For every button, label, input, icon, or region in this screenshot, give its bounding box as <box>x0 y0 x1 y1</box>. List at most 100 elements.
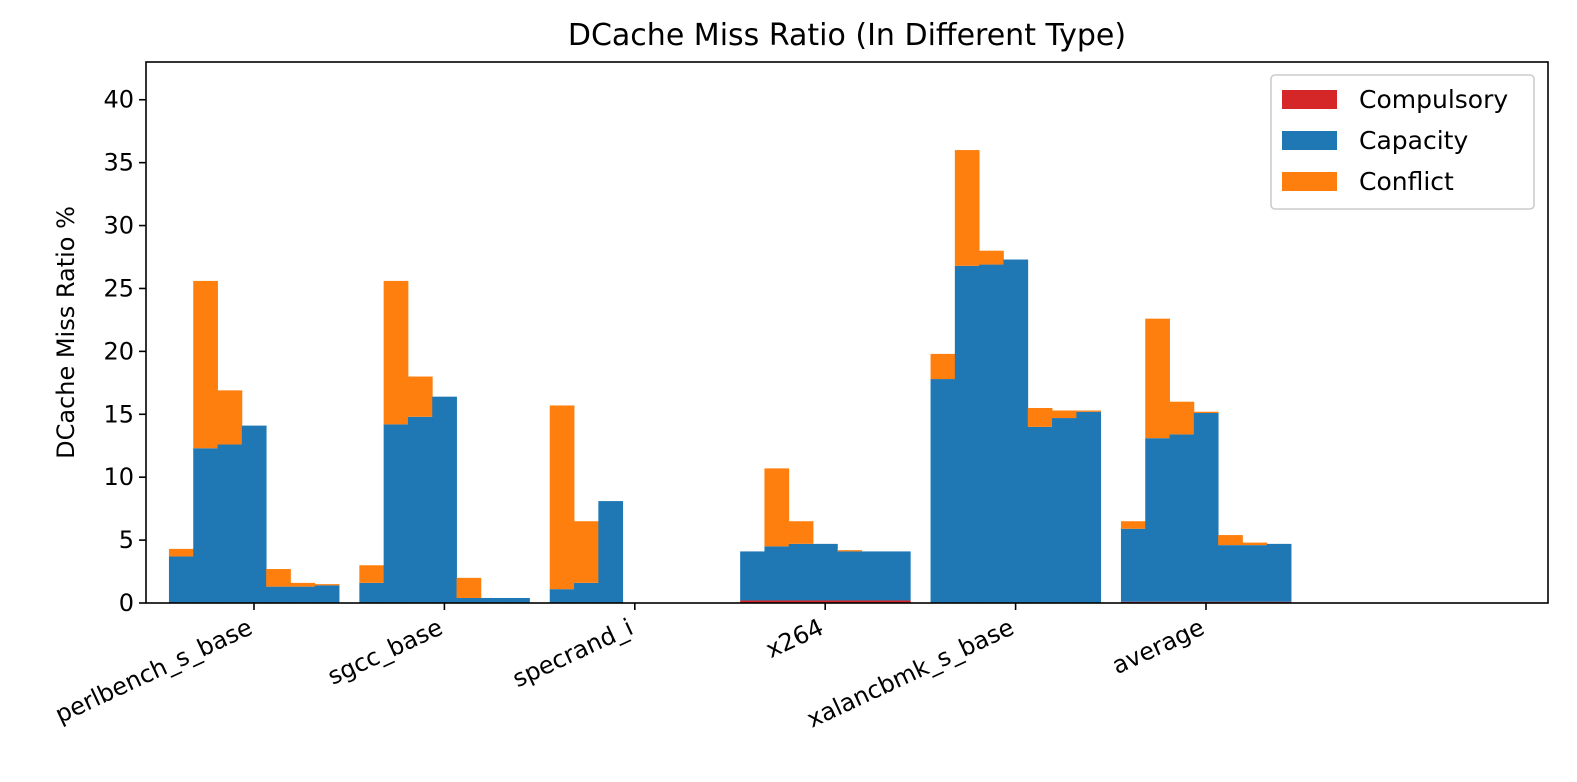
bar-capacity-perlbench_s_base-4 <box>266 586 291 603</box>
bar-capacity-sgcc_base-3 <box>432 396 457 603</box>
bar-conflict-xalancbmk_s_base-2 <box>979 250 1004 265</box>
bar-compulsory-x264-0 <box>740 600 765 603</box>
bar-capacity-x264-5 <box>861 551 887 601</box>
legend-swatch-compulsory <box>1282 90 1337 109</box>
bar-conflict-perlbench_s_base-0 <box>168 548 194 557</box>
x-tick-label-specrand_i: specrand_i <box>508 613 637 693</box>
bar-conflict-specrand_i-1 <box>574 521 599 583</box>
bar-capacity-average-4 <box>1218 545 1243 602</box>
legend-swatch-conflict <box>1282 172 1337 191</box>
bar-capacity-sgcc_base-2 <box>407 416 433 603</box>
x-tick-label-sgcc_base: sgcc_base <box>323 613 447 691</box>
bar-capacity-average-1 <box>1145 438 1170 602</box>
y-tick-label: 0 <box>119 589 134 617</box>
bar-conflict-xalancbmk_s_base-5 <box>1052 410 1077 419</box>
y-tick-label: 30 <box>103 212 134 240</box>
bar-capacity-perlbench_s_base-2 <box>217 444 243 603</box>
bar-conflict-average-5 <box>1242 542 1268 546</box>
plot-frame <box>145 61 1549 604</box>
y-tick-label: 5 <box>119 526 134 554</box>
bar-conflict-xalancbmk_s_base-6 <box>1076 410 1102 412</box>
bar-capacity-xalancbmk_s_base-4 <box>1027 426 1053 603</box>
bar-conflict-average-4 <box>1218 535 1243 546</box>
y-tick-label: 40 <box>103 86 134 114</box>
legend: Compulsory Capacity Conflict <box>1270 74 1535 210</box>
bar-compulsory-x264-6 <box>885 600 911 603</box>
x-tick-label-average: average <box>1108 613 1209 680</box>
bar-conflict-average-2 <box>1169 401 1195 435</box>
bar-conflict-xalancbmk_s_base-0 <box>930 353 956 380</box>
bar-conflict-average-3 <box>1193 411 1219 414</box>
y-tick-label: 15 <box>103 400 134 428</box>
legend-swatch-capacity <box>1282 131 1337 150</box>
bar-capacity-perlbench_s_base-6 <box>314 585 340 603</box>
bar-conflict-sgcc_base-1 <box>383 280 409 425</box>
bar-capacity-xalancbmk_s_base-5 <box>1052 418 1077 603</box>
bar-capacity-perlbench_s_base-1 <box>193 448 218 603</box>
bar-conflict-perlbench_s_base-6 <box>314 584 340 586</box>
legend-label-compulsory: Compulsory <box>1359 85 1508 114</box>
bar-conflict-perlbench_s_base-5 <box>290 582 316 587</box>
bar-capacity-x264-0 <box>740 551 765 601</box>
bar-conflict-specrand_i-0 <box>549 405 575 590</box>
y-tick-label: 25 <box>103 274 134 302</box>
bar-capacity-specrand_i-2 <box>598 501 624 603</box>
bar-capacity-sgcc_base-6 <box>505 597 530 603</box>
bar-conflict-xalancbmk_s_base-1 <box>954 150 980 266</box>
bar-conflict-average-1 <box>1145 318 1170 439</box>
bar-conflict-perlbench_s_base-4 <box>266 569 291 587</box>
bar-capacity-x264-6 <box>885 551 911 601</box>
bar-capacity-average-5 <box>1242 545 1268 602</box>
y-tick-label: 10 <box>103 463 134 491</box>
bar-conflict-average-0 <box>1120 521 1146 529</box>
bar-conflict-x264-2 <box>788 521 814 544</box>
y-axis-ticks: 0 5 10 15 20 25 30 35 40 <box>103 86 146 617</box>
bar-capacity-x264-2 <box>788 543 814 601</box>
bar-capacity-average-2 <box>1169 434 1195 602</box>
bar-capacity-perlbench_s_base-0 <box>168 556 194 603</box>
bar-capacity-xalancbmk_s_base-1 <box>954 265 980 603</box>
bar-capacity-specrand_i-1 <box>574 582 599 603</box>
x-tick-label-perlbench_s_base: perlbench_s_base <box>51 613 257 729</box>
legend-label-capacity: Capacity <box>1359 126 1468 155</box>
y-tick-label: 35 <box>103 149 134 177</box>
bar-capacity-perlbench_s_base-3 <box>241 425 267 603</box>
bar-capacity-x264-1 <box>764 546 790 601</box>
legend-label-conflict: Conflict <box>1359 167 1454 196</box>
bar-compulsory-x264-3 <box>813 600 838 603</box>
bar-compulsory-x264-4 <box>837 600 863 603</box>
bar-conflict-perlbench_s_base-2 <box>217 390 243 445</box>
bar-capacity-x264-4 <box>837 551 863 601</box>
bar-capacity-average-6 <box>1266 543 1292 602</box>
x-axis-ticks: perlbench_s_base sgcc_base specrand_i x264x… <box>51 603 1209 733</box>
bar-compulsory-x264-2 <box>788 600 814 603</box>
bar-capacity-average-0 <box>1120 528 1146 602</box>
bar-conflict-sgcc_base-0 <box>359 565 385 583</box>
bar-capacity-sgcc_base-0 <box>359 582 385 603</box>
bar-capacity-specrand_i-0 <box>549 589 575 603</box>
bar-conflict-sgcc_base-2 <box>407 376 433 417</box>
bar-conflict-sgcc_base-4 <box>456 577 482 598</box>
bars-layer <box>168 150 1292 603</box>
chart-title: DCache Miss Ratio (In Different Type) <box>568 18 1126 53</box>
bar-capacity-x264-3 <box>813 543 838 601</box>
y-axis-label: DCache Miss Ratio % <box>52 206 80 459</box>
bar-compulsory-x264-5 <box>861 600 887 603</box>
bar-capacity-xalancbmk_s_base-0 <box>930 379 956 603</box>
x-tick-label-xalancbmk_s_base: xalancbmk_s_base <box>802 613 1018 733</box>
bar-capacity-xalancbmk_s_base-6 <box>1076 411 1102 603</box>
bar-capacity-xalancbmk_s_base-2 <box>979 264 1004 603</box>
bar-conflict-x264-1 <box>764 468 790 547</box>
bar-capacity-average-3 <box>1193 413 1219 602</box>
y-tick-label: 20 <box>103 337 134 365</box>
bar-capacity-sgcc_base-5 <box>480 597 506 603</box>
bar-conflict-x264-4 <box>837 550 863 552</box>
bar-capacity-sgcc_base-4 <box>456 597 482 603</box>
bar-capacity-sgcc_base-1 <box>383 424 409 603</box>
x-tick-label-x264: x264 <box>762 613 828 664</box>
bar-conflict-perlbench_s_base-1 <box>193 280 218 449</box>
bar-capacity-perlbench_s_base-5 <box>290 586 316 603</box>
bar-conflict-xalancbmk_s_base-4 <box>1027 407 1053 427</box>
bar-compulsory-x264-1 <box>764 600 790 603</box>
